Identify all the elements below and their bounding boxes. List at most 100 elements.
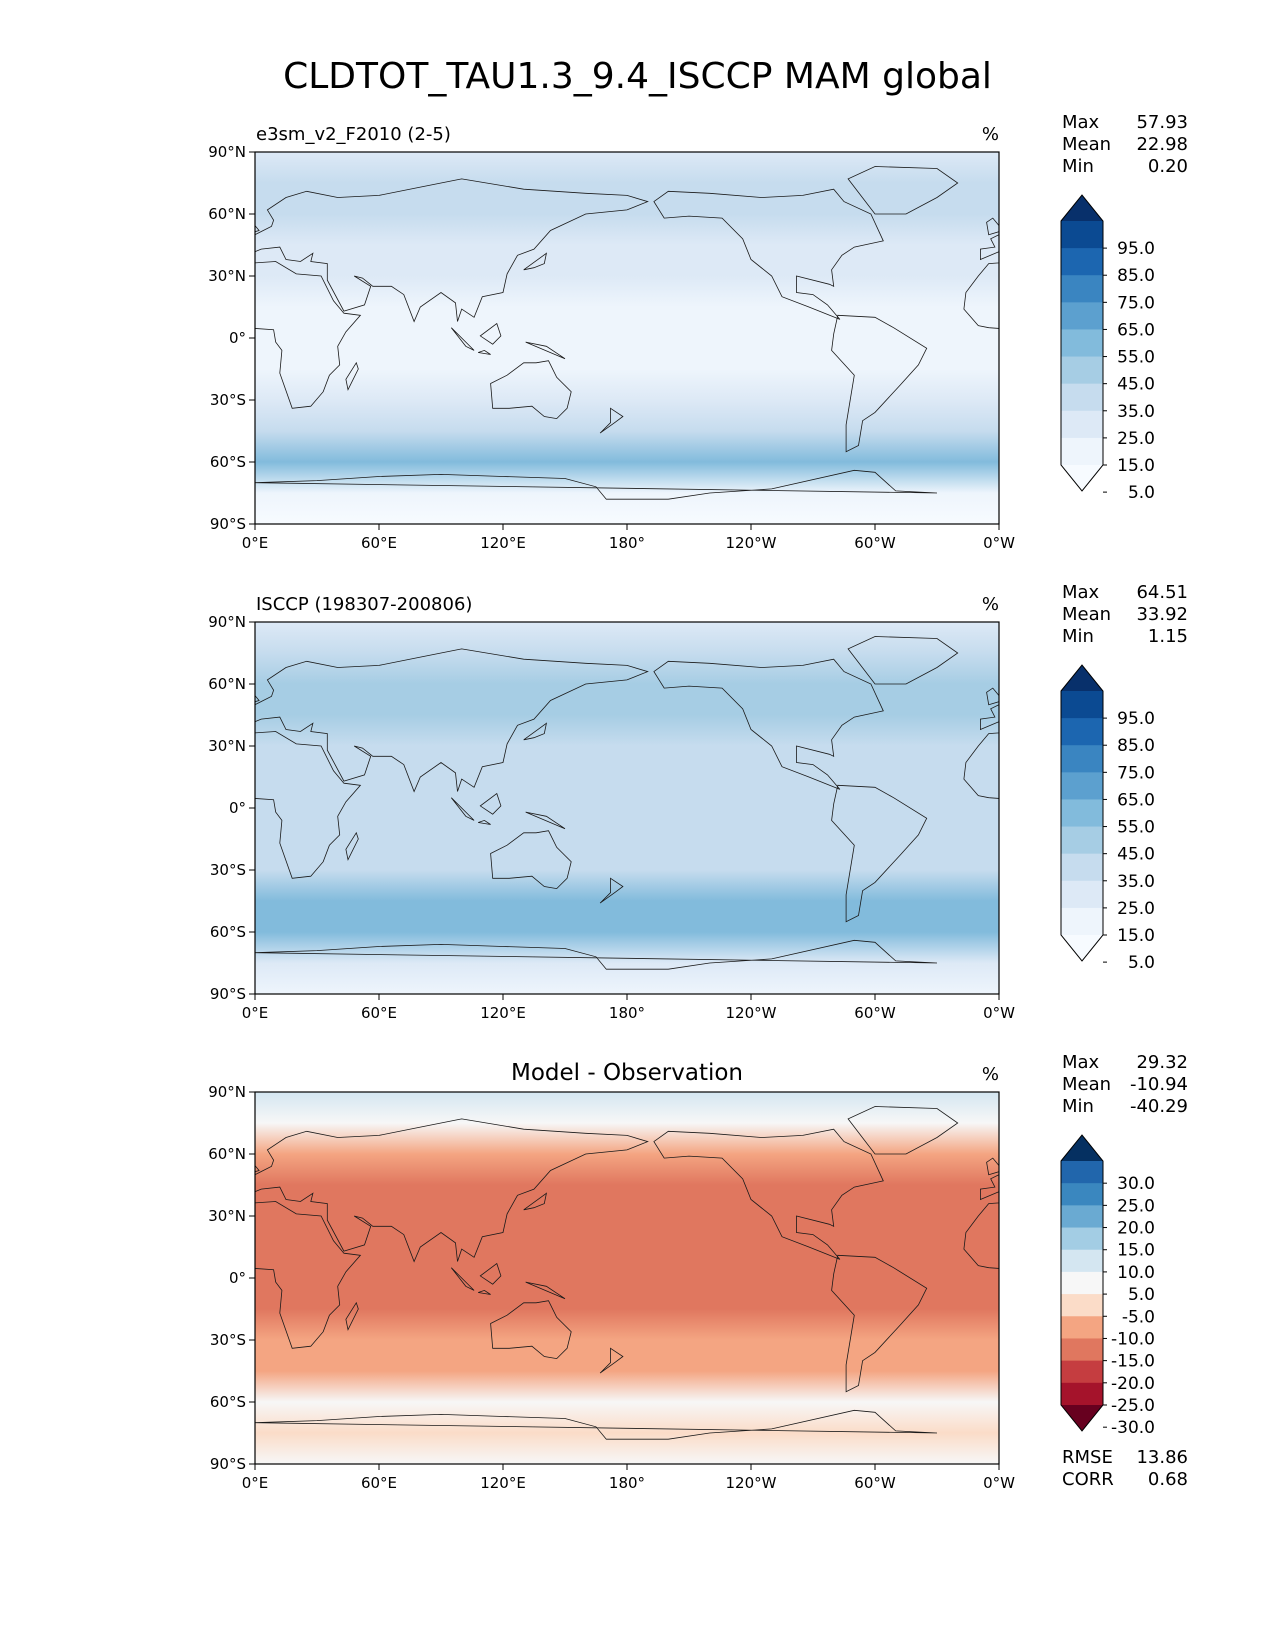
lat-tick-label: 90°N [208, 143, 246, 161]
coastline [599, 407, 624, 434]
footer-stat-label: CORR [1062, 1469, 1114, 1490]
colorbar-segment [1061, 302, 1103, 330]
colorbar-segment [1061, 691, 1103, 719]
colorbar-extend-min [1061, 1405, 1103, 1431]
lat-tick-label: 60°S [210, 923, 246, 941]
coastline [345, 361, 359, 391]
lat-tick-label: 30°N [208, 1207, 246, 1225]
coastline [255, 178, 649, 323]
lon-tick-label: 120°E [480, 1004, 526, 1022]
colorbar-label: 35.0 [1117, 872, 1155, 892]
lat-tick-label: 60°N [208, 1145, 246, 1163]
colorbar-label: 10.0 [1117, 1263, 1155, 1283]
coastline [255, 1118, 649, 1263]
coastline [479, 1262, 502, 1285]
stat-label: Max [1062, 1052, 1100, 1073]
reference-map [255, 622, 999, 994]
difference-panel: 90°N 60°N 30°N 0° 30°S 60°S 90°S0°E 60°E 120°E 18… [208, 1052, 1188, 1492]
coastline [450, 327, 475, 351]
stat-value: 29.32 [1136, 1052, 1188, 1073]
colorbar-segment [1061, 221, 1103, 249]
colorbar-segment [1061, 1360, 1103, 1384]
lon-tick-label: 0°E [242, 534, 269, 552]
colorbar-segment [1061, 1271, 1103, 1295]
coastline [831, 314, 928, 453]
lon-tick-label: 60°E [361, 1474, 397, 1492]
reference-field [255, 622, 999, 994]
lon-tick-label: 120°W [726, 1004, 777, 1022]
lat-tick-label: 90°S [210, 985, 246, 1003]
colorbar-label: 15.0 [1117, 456, 1155, 476]
stat-label: Max [1062, 582, 1100, 603]
test-colorbar: 95.0 85.0 75.0 65.0 55.0 45.0 35.0 25.0 15.0 5.0 [1060, 194, 1155, 503]
colorbar-label: -30.0 [1111, 1418, 1155, 1438]
coastline [450, 797, 475, 821]
coastline [986, 1157, 999, 1176]
colorbar-label: 85.0 [1117, 736, 1155, 756]
difference-title: Model - Observation [511, 1060, 743, 1086]
colorbar-label: 35.0 [1117, 402, 1155, 422]
footer-stat-value: 13.86 [1136, 1447, 1188, 1468]
colorbar-extend-max [1061, 665, 1103, 691]
lon-tick-label: 60°E [361, 1004, 397, 1022]
coastline [599, 1347, 624, 1374]
reference-units: % [982, 594, 999, 615]
colorbar-label: 30.0 [1117, 1174, 1155, 1194]
coastline [479, 792, 502, 815]
difference-map [255, 1092, 999, 1464]
coastline [523, 722, 547, 741]
colorbar-segment [1061, 718, 1103, 746]
colorbar-segment [1061, 1382, 1103, 1406]
colorbar-label: 95.0 [1117, 709, 1155, 729]
colorbar-segment [1061, 853, 1103, 882]
stat-label: Min [1062, 156, 1094, 177]
lat-tick-label: 60°S [210, 453, 246, 471]
colorbar-segment [1061, 1183, 1103, 1206]
lon-tick-label: 180° [609, 1004, 645, 1022]
lat-tick-label: 90°N [208, 613, 246, 631]
coastline [653, 1128, 884, 1260]
reference-colorbar: 95.0 85.0 75.0 65.0 55.0 45.0 35.0 25.0 15.0 5.0 [1060, 664, 1155, 973]
coastline [523, 1192, 547, 1211]
lat-tick-label: 60°N [208, 675, 246, 693]
test-map [255, 152, 999, 524]
lat-tick-label: 60°S [210, 1393, 246, 1411]
lon-tick-label: 180° [609, 534, 645, 552]
stat-label: Mean [1062, 1074, 1111, 1095]
coastline [490, 360, 572, 420]
colorbar-extend-min [1061, 465, 1103, 491]
colorbar-label: 95.0 [1117, 239, 1155, 259]
colorbar-segment [1061, 772, 1103, 800]
colorbar-label: 55.0 [1117, 818, 1155, 838]
colorbar-segment [1061, 799, 1103, 828]
coastline [599, 877, 624, 904]
colorbar-segment [1061, 383, 1103, 412]
footer-stat-value: 0.68 [1148, 1469, 1188, 1490]
colorbar-label: 5.0 [1128, 1285, 1155, 1305]
colorbar-label: 5.0 [1128, 953, 1155, 973]
lon-tick-label: 0°E [242, 1004, 269, 1022]
colorbar-label: -5.0 [1122, 1307, 1155, 1327]
coastline [831, 1254, 928, 1393]
coastline [345, 1301, 359, 1331]
colorbar-segment [1061, 1338, 1103, 1362]
coastline [478, 819, 491, 825]
colorbar-label: 65.0 [1117, 320, 1155, 340]
lat-tick-label: 30°N [208, 737, 246, 755]
coastline [255, 261, 362, 409]
stat-value: 22.98 [1136, 134, 1188, 155]
coastline [847, 1106, 959, 1155]
test-units: % [982, 124, 999, 145]
lon-tick-label: 120°E [480, 1474, 526, 1492]
reference-panel: 90°N 60°N 30°N 0° 30°S 60°S 90°S0°E 60°E 120°E 18… [208, 582, 1188, 1022]
coastline [847, 166, 959, 215]
lon-tick-label: 60°W [854, 1004, 896, 1022]
colorbar-segment [1061, 275, 1103, 303]
colorbar-extend-min [1061, 935, 1103, 961]
coastline [255, 1409, 938, 1440]
coastline [345, 831, 359, 861]
test-title: e3sm_v2_F2010 (2-5) [256, 124, 451, 145]
lon-tick-label: 0°W [983, 534, 1015, 552]
coastline [450, 1267, 475, 1291]
coastline [479, 322, 502, 345]
